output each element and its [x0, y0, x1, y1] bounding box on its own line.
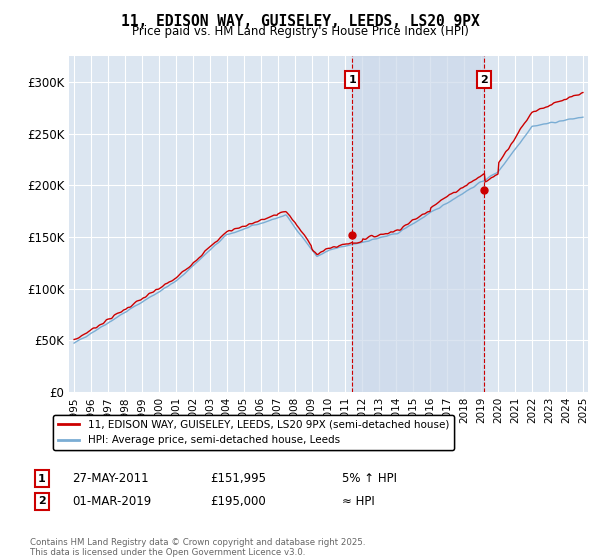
Text: ≈ HPI: ≈ HPI — [342, 494, 375, 508]
Text: £151,995: £151,995 — [210, 472, 266, 486]
Text: £195,000: £195,000 — [210, 494, 266, 508]
Text: Contains HM Land Registry data © Crown copyright and database right 2025.
This d: Contains HM Land Registry data © Crown c… — [30, 538, 365, 557]
Text: 11, EDISON WAY, GUISELEY, LEEDS, LS20 9PX: 11, EDISON WAY, GUISELEY, LEEDS, LS20 9P… — [121, 14, 479, 29]
Text: 2: 2 — [38, 496, 46, 506]
Text: 1: 1 — [349, 74, 356, 85]
Text: 1: 1 — [38, 474, 46, 484]
Text: 27-MAY-2011: 27-MAY-2011 — [72, 472, 149, 486]
Text: Price paid vs. HM Land Registry's House Price Index (HPI): Price paid vs. HM Land Registry's House … — [131, 25, 469, 38]
Bar — [352, 56, 484, 392]
Text: 5% ↑ HPI: 5% ↑ HPI — [342, 472, 397, 486]
Text: 2: 2 — [480, 74, 488, 85]
Text: 01-MAR-2019: 01-MAR-2019 — [72, 494, 151, 508]
Legend: 11, EDISON WAY, GUISELEY, LEEDS, LS20 9PX (semi-detached house), HPI: Average pr: 11, EDISON WAY, GUISELEY, LEEDS, LS20 9P… — [53, 415, 454, 450]
